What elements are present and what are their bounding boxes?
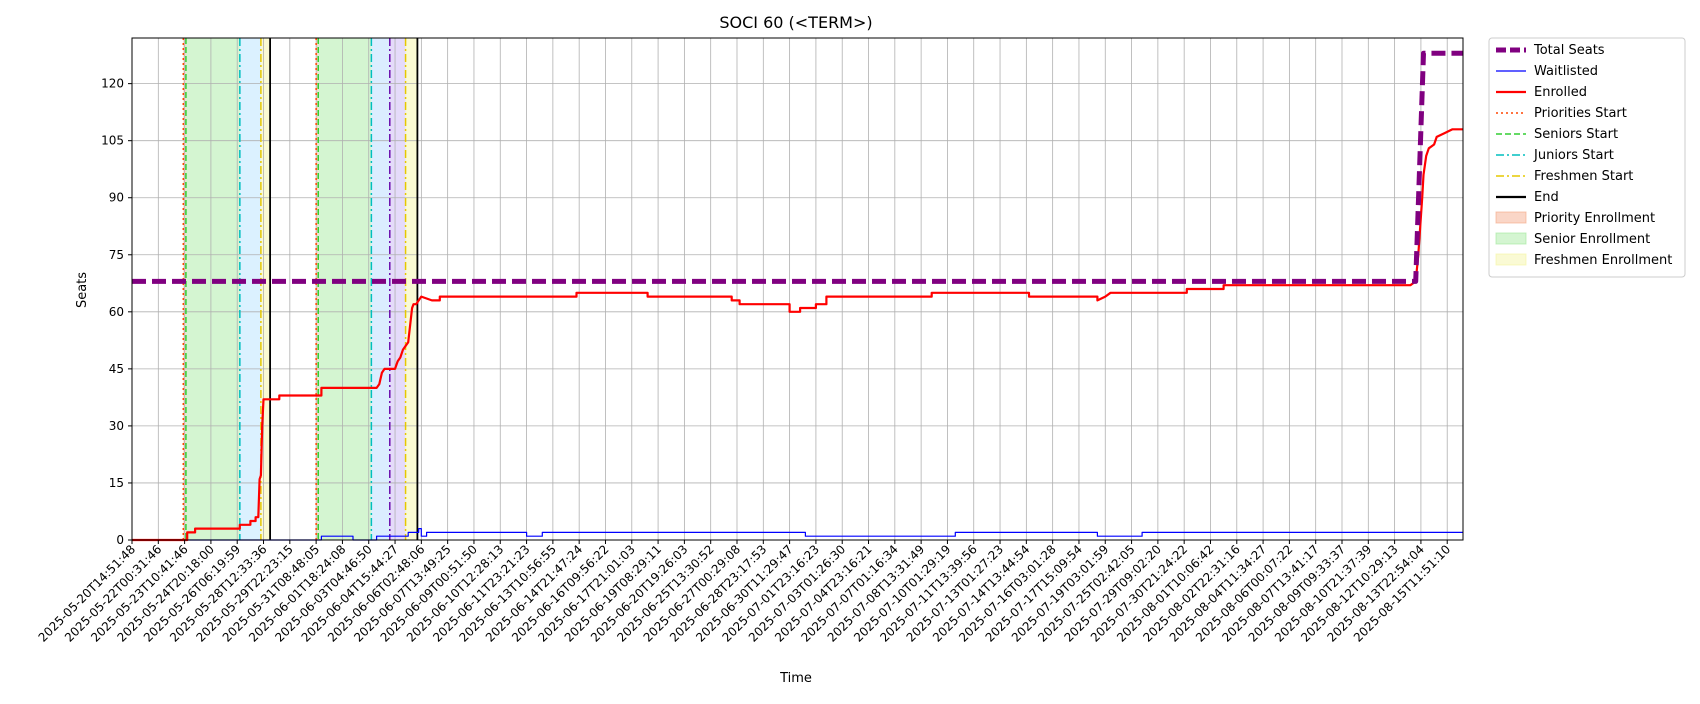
legend-label: Seniors Start [1534,127,1618,142]
span-senior-enrollment [185,38,240,540]
y-axis-label: Seats [75,272,90,308]
chart-title: SOCI 60 (<TERM>) [719,13,872,32]
legend-label: Freshmen Start [1534,169,1633,184]
span-senior-enrollment [318,38,372,540]
legend-label: Priority Enrollment [1534,211,1655,226]
legend: Total Seats Waitlisted Enrolled Priorities … [1488,37,1686,278]
y-tick-label: 60 [109,305,124,319]
span-freshmen-enrollment [260,38,271,540]
legend-box [1488,37,1686,278]
series-line-enrolled [132,128,1463,542]
plot-frame [131,37,1464,541]
span-unlabeled [371,38,390,540]
grid [131,38,1463,541]
y-tick-label: 45 [109,362,124,376]
y-tick-label: 120 [101,77,124,91]
legend-label: Total Seats [1533,43,1605,58]
x-axis-label: Time [779,671,812,686]
legend-swatch [1495,211,1527,224]
legend-label: Enrolled [1534,85,1587,100]
series-line-total-seats [132,50,1463,284]
legend-label: Waitlisted [1534,64,1598,79]
span-freshmen-enrollment [405,38,418,540]
legend-label: Priorities Start [1534,106,1627,121]
y-tick-label: 0 [116,533,124,547]
legend-label: Juniors Start [1533,148,1614,163]
period-lines [182,38,419,540]
y-tick-label: 15 [109,476,124,490]
legend-label: Freshmen Enrollment [1534,253,1672,268]
y-tick-label: 75 [109,248,124,262]
enrollment-spans [183,38,418,540]
span-unlabeled [389,38,406,540]
span-unlabeled [239,38,261,540]
legend-label: Senior Enrollment [1534,232,1650,247]
span-priority-enrollment [316,38,319,540]
y-tick-label: 90 [109,191,124,205]
legend-swatch [1495,232,1527,245]
legend-label: End [1534,190,1559,205]
legend-swatch [1495,253,1527,266]
y-tick-label: 105 [101,134,124,148]
y-tick-label: 30 [109,419,124,433]
